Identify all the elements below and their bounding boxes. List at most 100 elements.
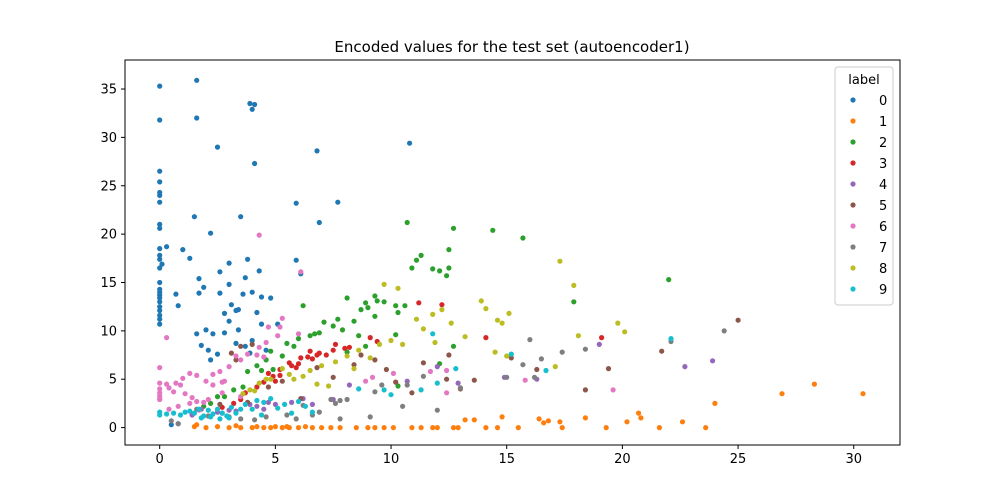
- data-point: [191, 214, 197, 220]
- data-point: [344, 396, 350, 403]
- data-point: [258, 367, 265, 374]
- data-point: [471, 377, 477, 383]
- data-point: [263, 414, 269, 420]
- data-point: [245, 351, 251, 357]
- data-point: [254, 403, 260, 409]
- data-point: [636, 410, 642, 416]
- data-point: [356, 347, 362, 353]
- series-1: [191, 381, 866, 431]
- data-point: [265, 324, 271, 330]
- data-point: [249, 289, 255, 295]
- data-point: [279, 315, 285, 321]
- data-point: [157, 252, 163, 258]
- data-point: [860, 391, 866, 397]
- data-point: [208, 230, 214, 236]
- data-point: [217, 368, 223, 375]
- data-point: [319, 425, 325, 431]
- data-point: [263, 347, 269, 353]
- data-point: [295, 331, 302, 337]
- data-point: [221, 378, 228, 384]
- y-tick-label: 35: [100, 83, 117, 98]
- data-point: [499, 320, 505, 326]
- data-point: [434, 364, 440, 370]
- data-point: [173, 291, 179, 297]
- data-point: [175, 403, 181, 409]
- legend-entry-label: 8: [879, 262, 887, 277]
- data-point: [233, 410, 239, 416]
- legend-marker: [850, 160, 856, 166]
- data-point: [541, 420, 547, 426]
- data-point: [383, 366, 389, 373]
- data-point: [256, 268, 262, 274]
- data-point: [254, 309, 260, 316]
- data-point: [367, 335, 373, 341]
- data-point: [450, 425, 457, 431]
- data-point: [499, 414, 505, 420]
- data-point: [365, 425, 371, 431]
- data-point: [284, 412, 290, 418]
- data-point: [409, 390, 415, 396]
- data-point: [247, 100, 253, 107]
- data-point: [157, 221, 163, 227]
- data-point: [168, 422, 174, 428]
- data-point: [624, 419, 630, 425]
- data-point: [302, 403, 308, 409]
- data-point: [307, 333, 313, 339]
- data-point: [194, 77, 200, 83]
- data-point: [582, 387, 589, 393]
- data-point: [194, 331, 200, 337]
- axes-frame: [124, 59, 901, 446]
- data-point: [205, 347, 211, 353]
- data-point: [326, 383, 332, 389]
- data-point: [337, 425, 343, 431]
- data-point: [252, 160, 258, 167]
- data-point: [198, 342, 204, 348]
- legend-entry-label: 1: [879, 115, 887, 130]
- data-point: [187, 400, 193, 406]
- legend-title: label: [848, 73, 879, 88]
- data-point: [430, 311, 436, 317]
- data-point: [298, 269, 304, 275]
- data-point: [319, 363, 325, 369]
- data-point: [400, 341, 406, 347]
- data-point: [210, 331, 216, 337]
- y-tick-label: 15: [100, 276, 117, 291]
- data-point: [599, 335, 605, 341]
- series-2: [201, 219, 672, 409]
- data-point: [242, 401, 248, 407]
- data-point: [413, 316, 420, 322]
- data-point: [508, 351, 514, 357]
- data-point: [610, 387, 616, 393]
- data-point: [157, 321, 163, 327]
- data-point: [323, 352, 329, 358]
- data-point: [157, 256, 163, 262]
- y-tick-label: 30: [100, 131, 117, 146]
- data-point: [545, 418, 552, 424]
- data-point: [157, 365, 163, 371]
- data-point: [656, 425, 663, 431]
- data-point: [157, 312, 163, 318]
- legend-marker: [850, 181, 856, 187]
- legend-marker: [850, 97, 856, 103]
- data-point: [256, 344, 262, 350]
- data-point: [173, 380, 179, 386]
- data-point: [291, 376, 297, 382]
- data-point: [226, 260, 232, 266]
- data-point: [168, 418, 174, 424]
- data-point: [342, 345, 348, 351]
- data-point: [261, 399, 267, 405]
- data-point: [455, 380, 461, 386]
- legend-marker: [850, 286, 856, 292]
- data-point: [316, 330, 322, 336]
- data-point: [363, 343, 369, 349]
- data-point: [409, 425, 415, 431]
- series-7: [168, 328, 727, 427]
- data-point: [365, 305, 371, 311]
- data-point: [258, 321, 265, 327]
- data-point: [703, 425, 709, 431]
- data-point: [252, 388, 258, 394]
- data-point: [328, 396, 334, 403]
- data-point: [446, 352, 452, 358]
- y-tick-label: 20: [100, 228, 117, 243]
